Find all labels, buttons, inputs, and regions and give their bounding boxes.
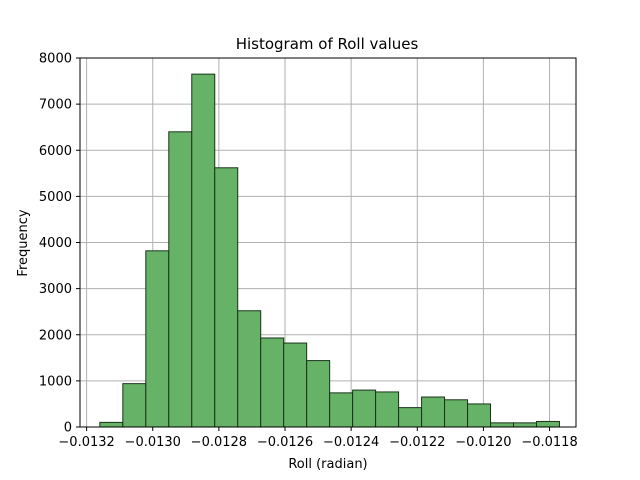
y-tick-label: 1000 xyxy=(39,374,72,389)
histogram-bar xyxy=(191,73,216,428)
x-tick-label: −0.0130 xyxy=(125,435,181,450)
x-tick-label: −0.0122 xyxy=(389,435,445,450)
y-tick-label: 8000 xyxy=(39,52,72,67)
histogram-bar xyxy=(122,383,147,428)
histogram-bar xyxy=(467,403,492,428)
x-axis-ticks: −0.0132 −0.0130 −0.0128 −0.0126 −0.0124 −0.01… xyxy=(58,427,578,450)
histogram-bar xyxy=(444,399,469,428)
histogram-bar xyxy=(99,421,124,428)
x-tick-label: −0.0120 xyxy=(455,435,511,450)
histogram-bar xyxy=(306,360,331,428)
histogram-bar xyxy=(490,422,515,428)
x-tick-label: −0.0118 xyxy=(521,435,577,450)
x-tick-label: −0.0124 xyxy=(323,435,379,450)
histogram-bar xyxy=(237,310,262,428)
histogram-bar xyxy=(329,392,354,428)
y-axis-label: Frequency xyxy=(16,209,31,276)
histogram-bar xyxy=(421,396,446,428)
histogram-bar xyxy=(214,167,239,428)
x-tick-label: −0.0126 xyxy=(257,435,313,450)
x-tick-label: −0.0128 xyxy=(191,435,247,450)
y-tick-label: 7000 xyxy=(39,98,72,113)
histogram-bar xyxy=(535,420,560,428)
histogram-bar xyxy=(145,250,170,428)
y-tick-label: 2000 xyxy=(39,328,72,343)
histogram-bar xyxy=(513,422,537,428)
y-tick-label: 6000 xyxy=(39,144,72,159)
histogram-bar xyxy=(260,337,285,428)
y-tick-label: 4000 xyxy=(39,236,72,251)
histogram-bar xyxy=(375,391,400,428)
histogram-bar xyxy=(398,407,423,428)
y-axis-ticks: 0 1000 2000 3000 4000 5000 6000 7000 8000 xyxy=(39,52,80,436)
bars xyxy=(99,73,560,428)
x-axis-label: Roll (radian) xyxy=(288,457,367,472)
histogram-bar xyxy=(352,389,377,428)
histogram-bar xyxy=(283,342,308,428)
y-tick-label: 0 xyxy=(64,421,72,436)
chart-title: Histogram of Roll values xyxy=(236,35,419,53)
x-tick-label: −0.0132 xyxy=(58,435,114,450)
histogram-bar xyxy=(168,131,193,428)
y-tick-label: 3000 xyxy=(39,282,72,297)
y-tick-label: 5000 xyxy=(39,190,72,205)
